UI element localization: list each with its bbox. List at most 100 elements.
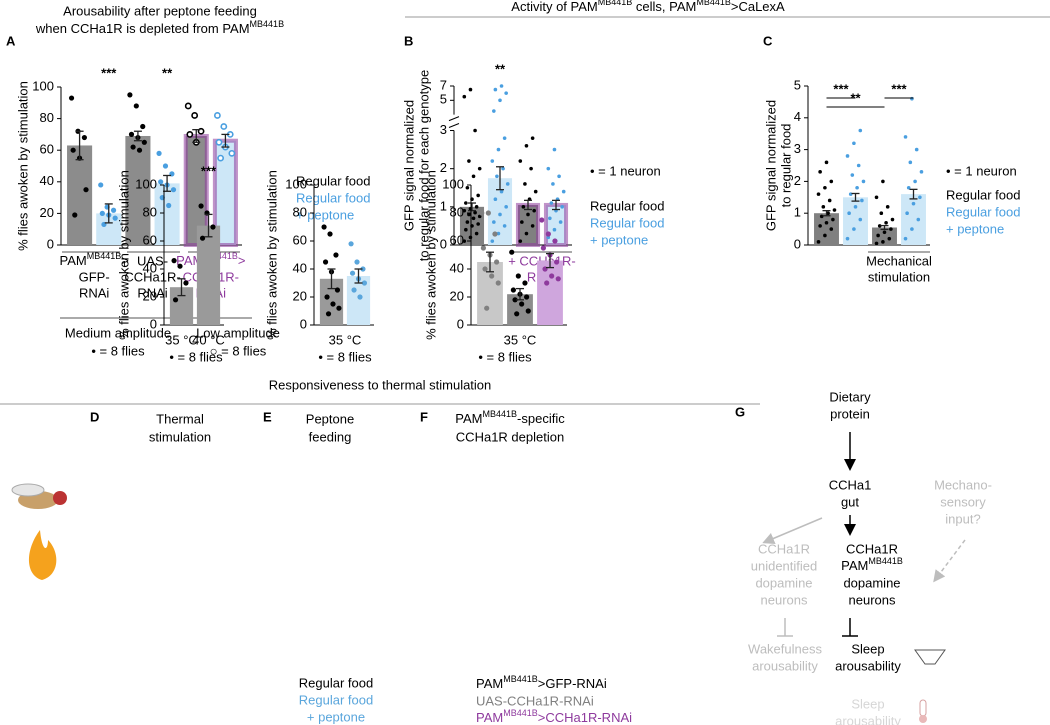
- data-point: [821, 205, 826, 209]
- superscript: MB441B: [203, 251, 238, 261]
- legend-entry: Regular food: [590, 198, 664, 213]
- superscript: MB441B: [483, 409, 518, 419]
- diagram-node: Sleep: [851, 641, 884, 656]
- data-point: [560, 205, 564, 209]
- data-point: [532, 208, 536, 213]
- data-point: [881, 240, 885, 244]
- data-point: [158, 179, 164, 185]
- data-point: [465, 220, 470, 224]
- y-tick-label: 20: [143, 288, 157, 303]
- y-tick-label: 100: [135, 176, 157, 191]
- diagram-node: Sleep: [851, 696, 884, 711]
- data-point: [171, 258, 177, 264]
- data-point: [191, 112, 199, 119]
- text-part: >CaLexA: [731, 0, 785, 14]
- data-point: [99, 210, 105, 216]
- data-point: [827, 198, 832, 203]
- chart-title: when CCHa1R is depleted from PAMMB441B: [35, 19, 284, 36]
- x-tick-label: UAS-: [137, 253, 168, 268]
- data-point: [914, 147, 919, 152]
- y-tick-label: 20: [450, 288, 464, 303]
- legend-entry: PAMMB441B>CCHa1R-RNAi: [476, 708, 632, 725]
- diagram-node: CCHa1R: [846, 541, 898, 556]
- superscript: MB441B: [868, 556, 903, 566]
- chart-title: Thermal: [156, 411, 204, 426]
- data-point: [552, 147, 557, 152]
- legend-entry: Regular food: [590, 215, 664, 230]
- data-point: [351, 287, 357, 293]
- significance-label: **: [162, 65, 173, 80]
- data-point: [127, 92, 133, 98]
- data-point: [502, 224, 507, 228]
- x-tick-label: GFP-: [79, 269, 110, 284]
- y-tick-label: 7: [440, 77, 447, 92]
- data-point: [334, 287, 341, 293]
- data-point: [818, 224, 822, 228]
- data-point: [874, 241, 879, 246]
- rotated-label: % flies awoken by stimulation: [423, 170, 438, 340]
- data-point: [908, 160, 913, 165]
- data-point: [490, 239, 495, 243]
- data-point: [826, 211, 830, 215]
- data-point: [499, 84, 504, 88]
- data-point: [855, 185, 859, 190]
- data-point: [823, 185, 827, 190]
- data-point: [498, 98, 502, 103]
- data-point: [336, 305, 342, 311]
- data-point: [530, 136, 535, 140]
- bar: [154, 183, 180, 245]
- data-point: [70, 147, 76, 153]
- data-point: [210, 224, 216, 230]
- data-point: [156, 150, 162, 156]
- data-point: [850, 173, 855, 177]
- y-tick-label: 0: [440, 236, 447, 251]
- note: • = 8 flies: [169, 349, 223, 364]
- data-point: [493, 87, 498, 92]
- panel-label: C: [763, 33, 773, 48]
- data-point: [816, 192, 821, 196]
- text-part: PAM: [476, 710, 503, 725]
- data-point: [136, 147, 143, 153]
- panel-label: A: [6, 33, 16, 48]
- data-point: [501, 166, 505, 171]
- y-tick-label: 60: [143, 232, 157, 247]
- data-point: [824, 160, 829, 165]
- y-tick-label: 40: [450, 260, 464, 275]
- chart-title: stimulation: [149, 429, 211, 444]
- rotated-label: % flies awoken by stimulation: [15, 81, 30, 251]
- data-point: [911, 201, 916, 206]
- data-point: [68, 95, 75, 101]
- data-point: [879, 211, 884, 215]
- data-point: [184, 102, 192, 110]
- bar: [477, 262, 503, 325]
- data-point: [913, 179, 917, 184]
- text-part: when CCHa1R is depleted from PAM: [35, 21, 250, 36]
- bar: [125, 135, 151, 245]
- data-point: [464, 201, 468, 205]
- data-point: [829, 227, 834, 231]
- data-point: [473, 128, 477, 133]
- legend-entry: + peptone: [946, 221, 1004, 236]
- data-point: [213, 112, 221, 119]
- x-tick-label: Mechanical: [866, 253, 932, 268]
- diagram-node: CCHa1R: [758, 541, 810, 556]
- text-part: PAM: [476, 676, 503, 691]
- data-point: [509, 249, 515, 255]
- data-point: [495, 174, 499, 179]
- data-point: [141, 139, 147, 145]
- data-point: [512, 297, 518, 303]
- data-point: [818, 170, 822, 174]
- y-axis-label: GFP signal normalized: [763, 100, 778, 231]
- panel-label: B: [404, 33, 413, 48]
- x-tick-label: 35 °C: [165, 332, 198, 347]
- data-point: [524, 143, 529, 148]
- text-part: cells, PAM: [632, 0, 696, 14]
- data-point: [852, 141, 856, 146]
- panel-label: E: [263, 409, 272, 424]
- data-point: [498, 212, 502, 217]
- data-point: [910, 96, 914, 101]
- legend-entry: Regular food: [946, 204, 1020, 219]
- superscript: MB441B: [87, 251, 122, 261]
- flame-icon: [28, 530, 57, 580]
- data-point: [526, 212, 530, 217]
